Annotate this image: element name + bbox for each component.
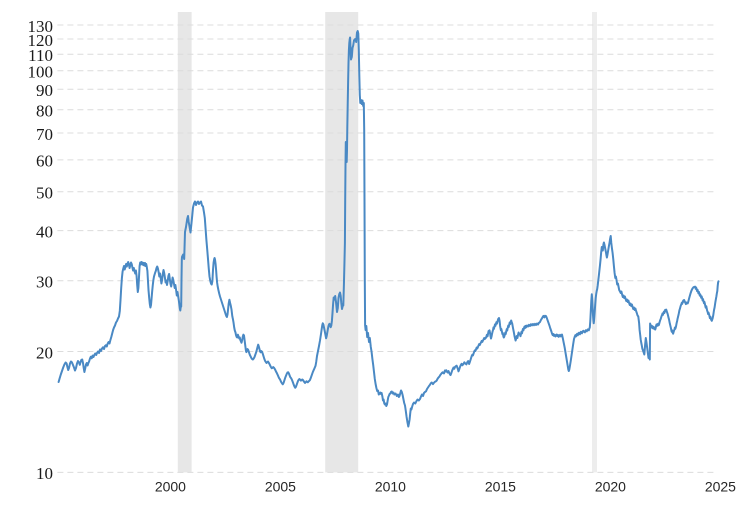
svg-text:60: 60 (36, 152, 53, 171)
svg-text:2000: 2000 (155, 479, 186, 495)
svg-text:2025: 2025 (705, 479, 736, 495)
svg-text:2005: 2005 (265, 479, 296, 495)
svg-text:20: 20 (36, 343, 53, 362)
svg-text:10: 10 (36, 464, 53, 483)
svg-text:2010: 2010 (375, 479, 406, 495)
svg-text:80: 80 (36, 102, 53, 121)
svg-text:2015: 2015 (485, 479, 516, 495)
svg-text:120: 120 (28, 31, 54, 50)
svg-text:130: 130 (28, 17, 54, 36)
svg-text:30: 30 (36, 273, 53, 292)
svg-text:50: 50 (36, 184, 53, 203)
svg-text:2020: 2020 (595, 479, 626, 495)
svg-text:90: 90 (36, 81, 53, 100)
svg-text:40: 40 (36, 222, 53, 241)
svg-text:70: 70 (36, 125, 53, 144)
svg-text:100: 100 (28, 63, 54, 82)
svg-text:110: 110 (28, 46, 53, 65)
